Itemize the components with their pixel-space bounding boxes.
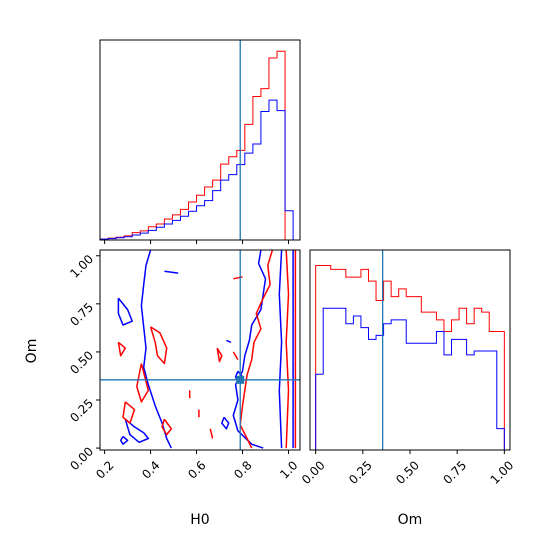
contour-red-line bbox=[122, 401, 136, 424]
contour-x-tick-label: 0.8 bbox=[231, 458, 254, 481]
contour-y-tick-label: 0.25 bbox=[67, 396, 96, 425]
contour-truth-marker bbox=[236, 375, 245, 384]
om-hist-blue-series bbox=[315, 307, 505, 450]
contour-blue-line bbox=[226, 339, 232, 343]
contour-x-tick-label: 0.6 bbox=[185, 458, 208, 481]
contour-blue-line bbox=[124, 418, 150, 444]
contour-red-line bbox=[232, 351, 239, 360]
contour-frame bbox=[99, 249, 301, 451]
h0-hist-blue-series bbox=[99, 99, 294, 240]
contour-x-axis-label: H0 bbox=[190, 512, 209, 528]
contour-red-line bbox=[149, 326, 168, 365]
contour-blue-line bbox=[232, 250, 267, 449]
om-hist-x-tick-label: 1.00 bbox=[488, 458, 517, 487]
contour-red-line bbox=[209, 428, 214, 439]
contour-x-tick-label: 1.0 bbox=[277, 458, 300, 481]
contour-blue-line bbox=[119, 435, 129, 445]
om-hist-x-tick-label: 0.75 bbox=[440, 458, 469, 487]
contour-red-line bbox=[136, 363, 150, 403]
contour-blue-line bbox=[221, 416, 230, 430]
contour-x-tick-label: 0.2 bbox=[93, 458, 116, 481]
contour-blue-line bbox=[278, 250, 283, 449]
om-hist-frame bbox=[309, 249, 511, 451]
contour-red-line bbox=[239, 250, 274, 449]
h0-marginal-panel bbox=[99, 39, 301, 244]
contour-blue-line bbox=[164, 270, 179, 274]
om-hist-red-series bbox=[315, 265, 505, 450]
om-hist-x-axis-label: Om bbox=[398, 512, 423, 528]
contour-red-line bbox=[161, 418, 173, 436]
contour-x-tick-label: 0.4 bbox=[139, 458, 162, 481]
h0-hist-frame bbox=[99, 39, 301, 241]
h0-om-contour-panel: 0.2 0.4 0.6 0.8 1.0 0.00 0.25 0.50 0.75 1.00 bbox=[67, 249, 301, 482]
contour-red-line bbox=[117, 341, 127, 357]
contour-blue-line bbox=[117, 297, 133, 326]
contour-y-tick-label: 0.75 bbox=[67, 300, 96, 329]
contour-red-line bbox=[233, 276, 243, 280]
contour-red-line bbox=[285, 250, 290, 449]
om-marginal-panel: 0.00 0.25 0.50 0.75 1.00 bbox=[299, 249, 517, 487]
contour-y-tick-label: 0.00 bbox=[67, 444, 96, 473]
contour-y-axis-label: Om bbox=[24, 339, 40, 364]
om-hist-x-tick-label: 0.00 bbox=[299, 458, 328, 487]
contour-lines bbox=[117, 250, 297, 449]
contour-y-tick-label: 1.00 bbox=[67, 252, 96, 281]
contour-y-tick-label: 0.50 bbox=[67, 348, 96, 377]
om-hist-x-tick-label: 0.25 bbox=[346, 458, 375, 487]
om-hist-x-tick-label: 0.50 bbox=[393, 458, 422, 487]
contour-red-line bbox=[216, 347, 223, 363]
